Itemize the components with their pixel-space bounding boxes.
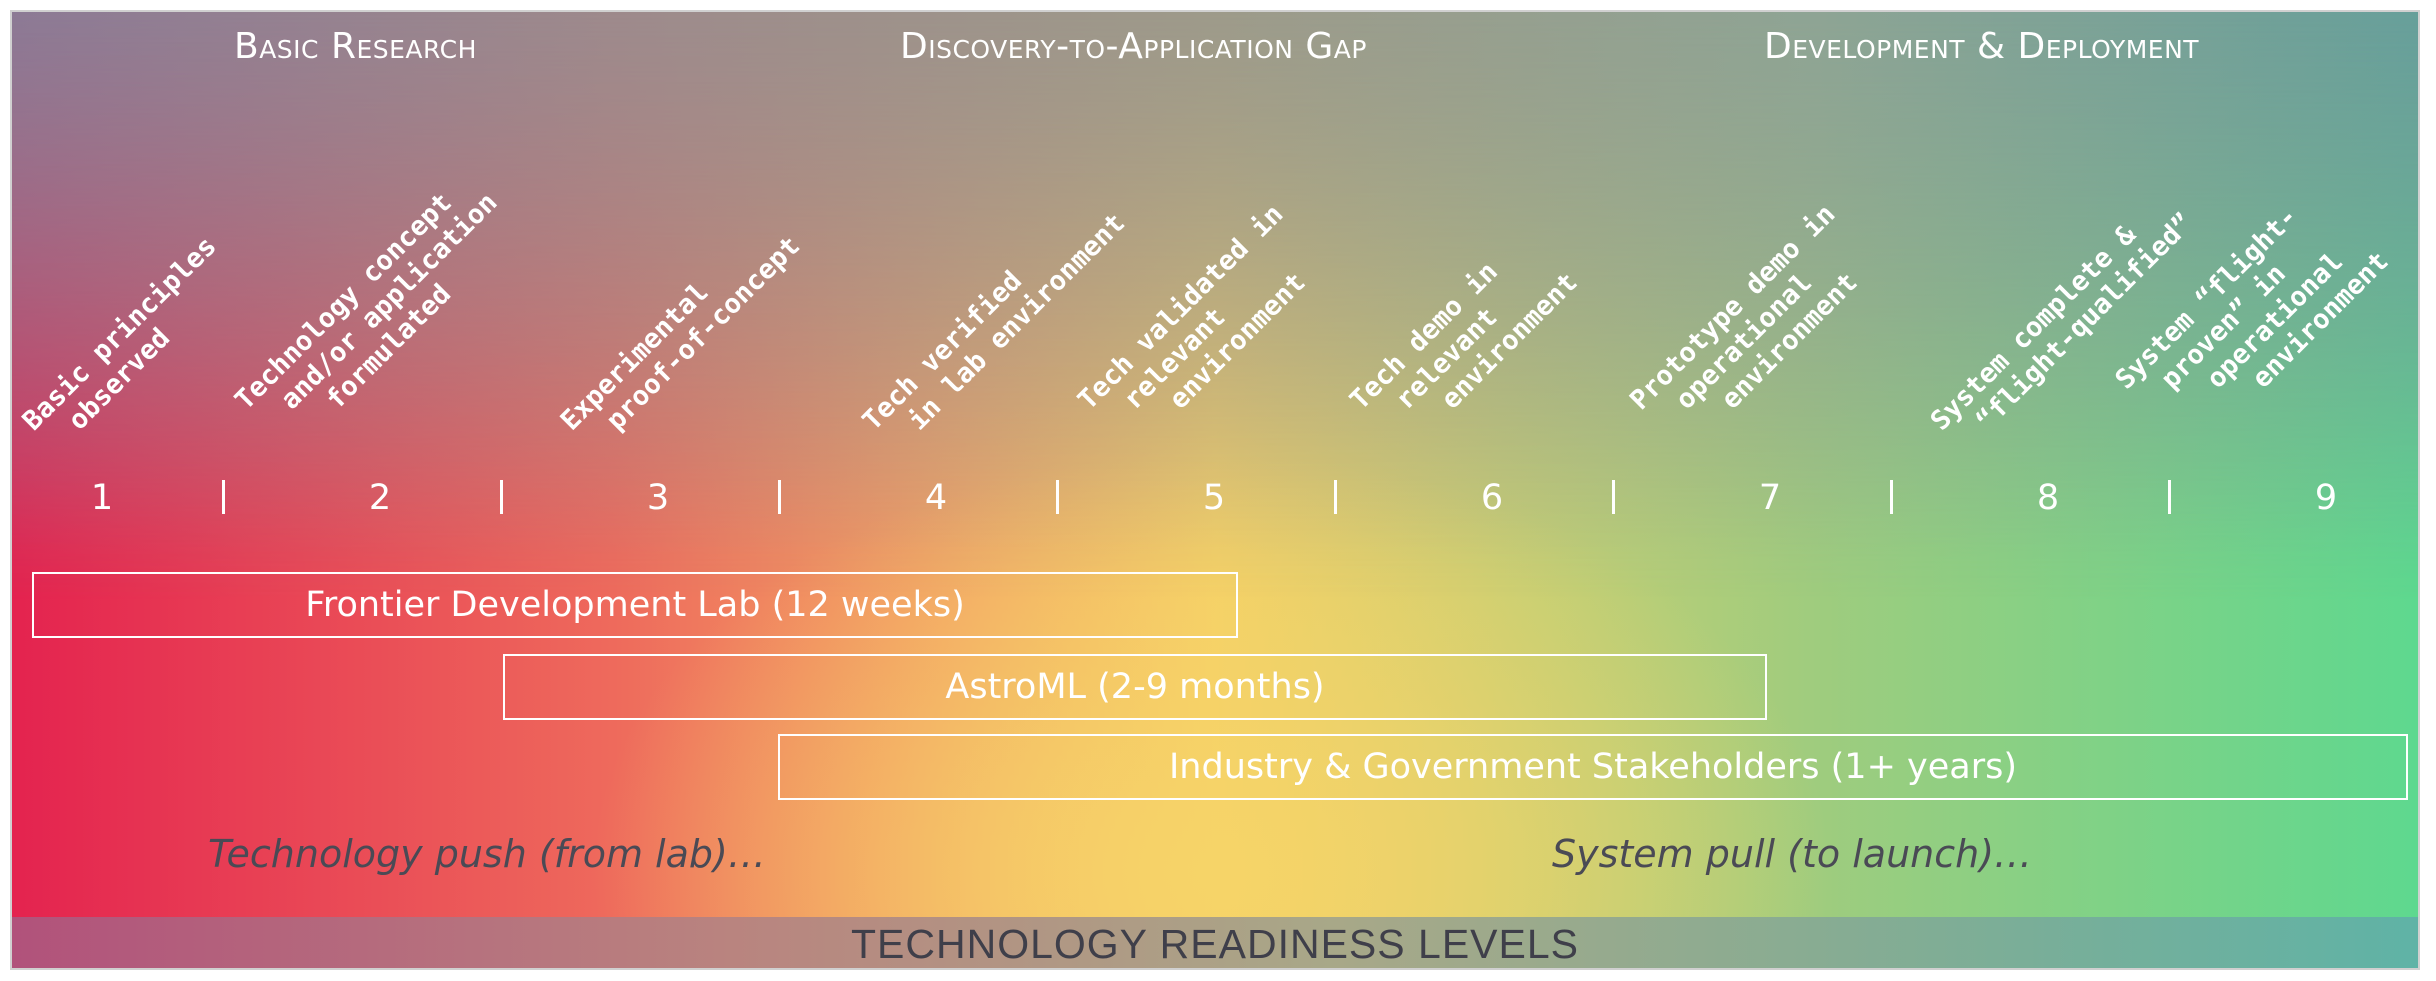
technology-push-label: Technology push (from lab)…: [208, 832, 766, 876]
program-astroml: AstroML (2-9 months): [503, 654, 1767, 720]
trl-number-8: 8: [2036, 478, 2060, 518]
phase-gap: Discovery-to-Application Gap: [900, 26, 1367, 67]
program-fdl: Frontier Development Lab (12 weeks): [32, 572, 1238, 638]
phase-basic-research: Basic Research: [234, 26, 477, 67]
trl-separator: [1334, 480, 1337, 514]
gradient-overlay: [12, 12, 2418, 917]
footer-title: TECHNOLOGY READINESS LEVELS: [850, 921, 1580, 967]
trl-separator: [1612, 480, 1615, 514]
trl-separator: [1056, 480, 1059, 514]
program-astroml-label: AstroML (2-9 months): [945, 667, 1325, 707]
trl-number-1: 1: [90, 478, 114, 518]
trl-separator: [500, 480, 503, 514]
trl-separator: [2168, 480, 2171, 514]
trl-number-3: 3: [646, 478, 670, 518]
trl-separator: [778, 480, 781, 514]
program-fdl-label: Frontier Development Lab (12 weeks): [305, 585, 965, 625]
system-pull-label: System pull (to launch)…: [1552, 832, 2033, 876]
trl-separator: [1890, 480, 1893, 514]
phase-development: Development & Deployment: [1764, 26, 2200, 67]
trl-number-2: 2: [368, 478, 392, 518]
program-industry: Industry & Government Stakeholders (1+ y…: [778, 734, 2408, 800]
trl-number-6: 6: [1480, 478, 1504, 518]
trl-number-4: 4: [924, 478, 948, 518]
trl-diagram: Basic Research Discovery-to-Application …: [10, 10, 2420, 970]
program-industry-label: Industry & Government Stakeholders (1+ y…: [1168, 747, 2017, 787]
footer-bar: TECHNOLOGY READINESS LEVELS: [12, 917, 2418, 968]
trl-number-5: 5: [1202, 478, 1226, 518]
trl-number-9: 9: [2314, 478, 2338, 518]
trl-number-7: 7: [1758, 478, 1782, 518]
trl-separator: [222, 480, 225, 514]
